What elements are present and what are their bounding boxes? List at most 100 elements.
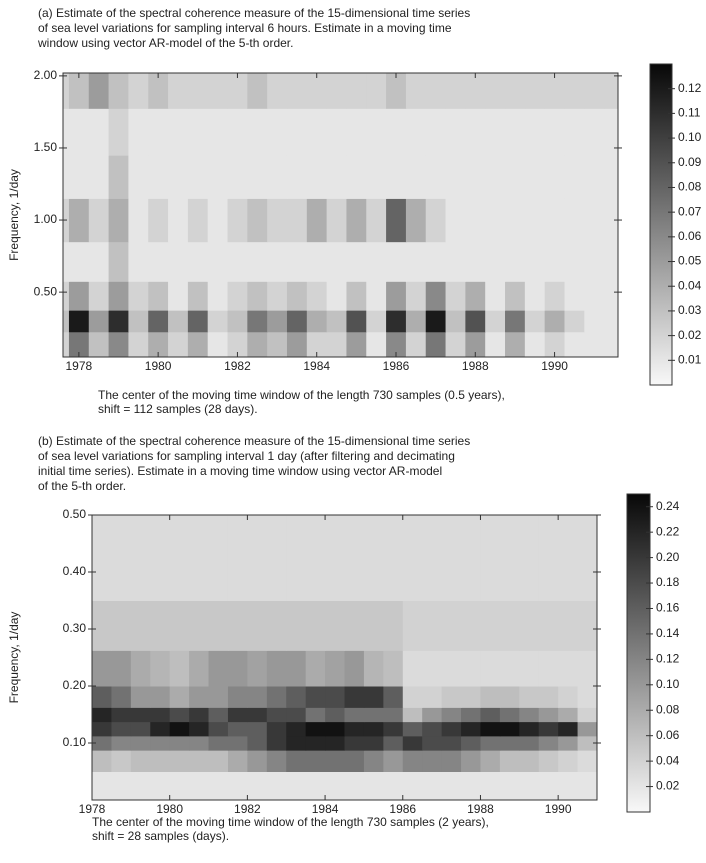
heatmap-cell — [519, 515, 540, 552]
heatmap-cell — [305, 721, 326, 737]
heatmap-cell — [286, 281, 308, 311]
heatmap-cell — [208, 686, 229, 708]
heatmap-cell — [405, 198, 427, 243]
heatmap-cell — [305, 735, 326, 751]
heatmap-cell — [227, 707, 248, 723]
heatmap-cell — [247, 155, 268, 199]
heatmap-cell — [405, 73, 427, 109]
heatmap-cell — [405, 331, 427, 358]
heatmap-cell — [130, 550, 151, 601]
heatmap-cell — [325, 721, 345, 737]
heatmap-cell — [344, 707, 365, 723]
heatmap-cell — [227, 281, 248, 311]
heatmap-cell — [383, 771, 404, 801]
heatmap-cell — [604, 331, 619, 358]
heatmap-cell — [346, 331, 367, 358]
heatmap-cell — [363, 515, 384, 552]
heatmap-cell — [577, 550, 598, 601]
heatmap-cell — [461, 721, 481, 737]
heatmap-cell — [168, 241, 189, 282]
heatmap-cell — [227, 73, 248, 109]
heatmap-cell — [88, 73, 110, 109]
heatmap-cell — [538, 650, 559, 687]
heatmap-cell — [189, 550, 210, 601]
heatmap-cell — [386, 310, 407, 333]
x-axis-label: shift = 28 samples (days). — [92, 829, 229, 843]
heatmap-cell — [577, 750, 598, 772]
heatmap-cell — [208, 707, 229, 723]
heatmap-cell — [247, 198, 268, 243]
chart-title: (b) Estimate of the spectral coherence m… — [38, 434, 470, 448]
heatmap-cell — [519, 771, 540, 801]
heatmap-cell — [88, 331, 110, 358]
heatmap-cell — [130, 650, 151, 687]
heatmap-cell — [168, 155, 189, 199]
heatmap-cell — [577, 721, 598, 737]
heatmap-cell — [207, 73, 229, 109]
colorbar-tick-label: 0.16 — [656, 601, 680, 615]
heatmap-cell — [422, 707, 443, 723]
heatmap-cell — [208, 771, 229, 801]
heatmap-cell — [480, 515, 501, 552]
heatmap-cell — [150, 771, 171, 801]
heatmap-cell — [524, 73, 546, 109]
heatmap-cell — [485, 310, 506, 333]
heatmap-cell — [266, 650, 287, 687]
heatmap-cell — [564, 108, 585, 156]
heatmap-cell — [68, 108, 90, 156]
heatmap-cell — [383, 750, 404, 772]
heatmap-cell — [524, 108, 546, 156]
colorbar-tick-label: 0.11 — [678, 106, 701, 120]
heatmap-cell — [366, 155, 387, 199]
heatmap-cell — [208, 550, 229, 601]
heatmap-cell — [92, 686, 112, 708]
y-tick-label: 0.10 — [63, 735, 87, 749]
heatmap-cell — [128, 108, 149, 156]
heatmap-cell — [286, 198, 308, 243]
heatmap-cell — [150, 600, 171, 651]
heatmap-cell — [465, 198, 486, 243]
y-tick-label: 0.20 — [63, 678, 87, 692]
heatmap-cell — [266, 707, 287, 723]
heatmap-cell — [505, 108, 526, 156]
heatmap-cell — [325, 550, 345, 601]
heatmap-cell — [405, 310, 427, 333]
heatmap-cell — [92, 515, 112, 552]
heatmap-cell — [480, 721, 501, 737]
heatmap-cell — [461, 686, 481, 708]
heatmap-cell — [465, 241, 486, 282]
heatmap-cell — [584, 198, 605, 243]
heatmap-cell — [363, 750, 384, 772]
heatmap-cell — [445, 73, 466, 109]
heatmap-cell — [383, 686, 404, 708]
heatmap-cell — [326, 108, 347, 156]
colorbar-tick-label: 0.18 — [656, 575, 680, 589]
heatmap-cell — [305, 707, 326, 723]
heatmap-cell — [485, 73, 506, 109]
heatmap-cell — [92, 771, 112, 801]
heatmap-cell — [168, 310, 189, 333]
heatmap-cell — [445, 281, 466, 311]
heatmap-cell — [68, 331, 90, 358]
heatmap-cell — [425, 108, 447, 156]
heatmap-cell — [111, 650, 132, 687]
heatmap-cell — [169, 550, 190, 601]
heatmap-cell — [383, 650, 404, 687]
heatmap-cell — [499, 515, 520, 552]
heatmap-cell — [346, 281, 367, 311]
heatmap-cell — [485, 155, 506, 199]
heatmap-cell — [189, 707, 210, 723]
heatmap-cell — [286, 600, 307, 651]
heatmap-cell — [150, 650, 171, 687]
heatmap-cells — [63, 73, 619, 358]
heatmap-cell — [422, 550, 443, 601]
heatmap-cell — [148, 155, 169, 199]
heatmap-cell — [305, 550, 326, 601]
heatmap-cell — [461, 735, 481, 751]
heatmap-cell — [63, 310, 70, 333]
heatmap-cell — [286, 707, 307, 723]
heatmap-cell — [505, 73, 526, 109]
heatmap-cell — [168, 73, 189, 109]
heatmap-cell — [108, 198, 129, 243]
